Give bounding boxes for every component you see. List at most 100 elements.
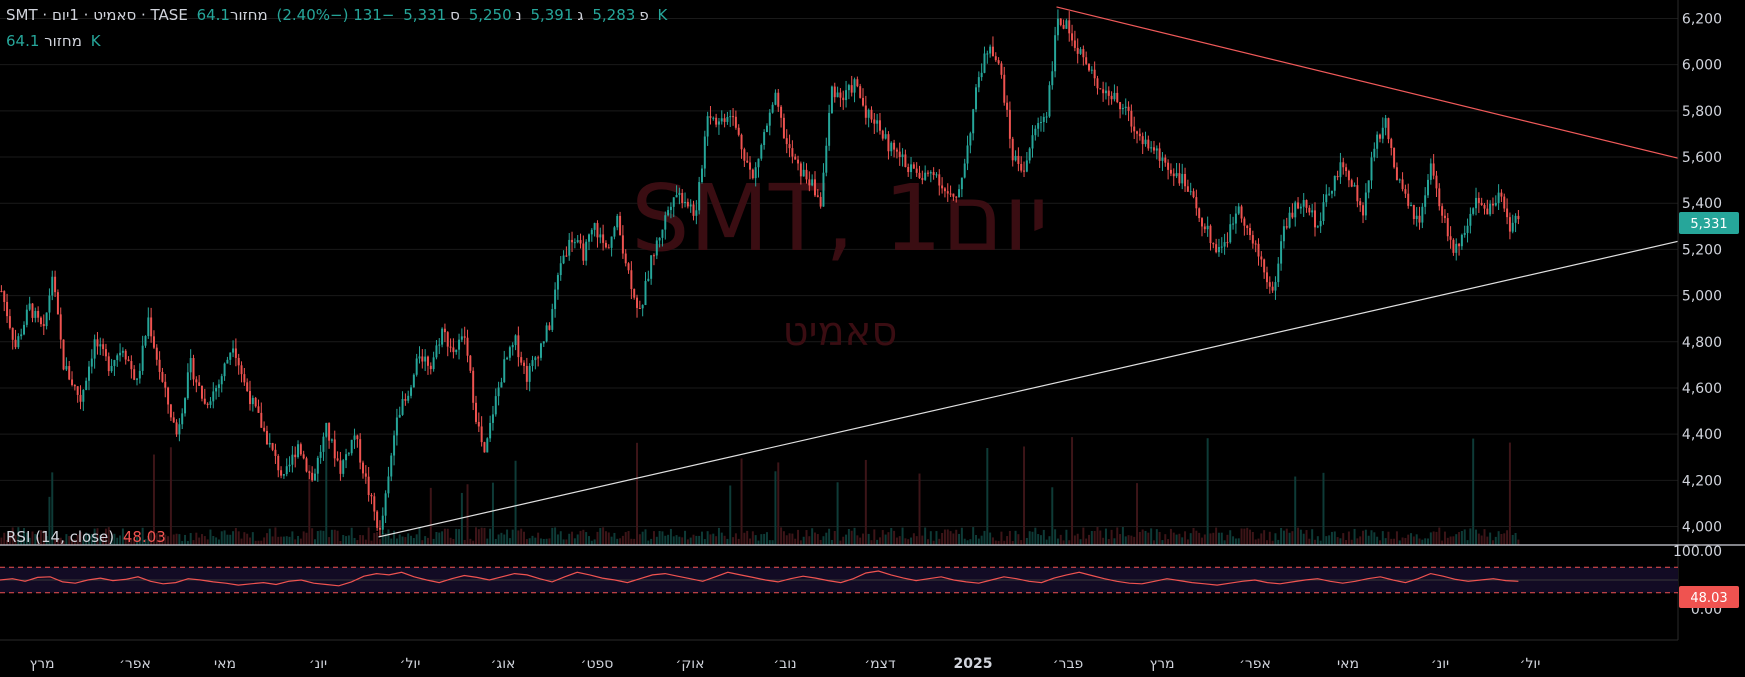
volume-bar [508,538,511,545]
volume-bar [1169,528,1172,545]
candle-body [1226,242,1229,244]
volume-bar [627,530,630,545]
volume-bar [1209,533,1212,545]
candle-body [873,119,876,124]
legend-header: SMT · סאמיט · 1יום · TASE פ5,283 ג5,391 … [6,6,671,24]
time-axis[interactable]: מרץ אפר׳ מאי יונ׳ יול׳ אוג׳ ספט׳ אוק׳ נוב׳ דצמ׳ 20… [30,656,1541,672]
volume-bar [1025,537,1028,545]
candle-body [1458,243,1461,247]
candle-body [59,314,62,340]
volume-bar [1277,539,1280,545]
volume-bar [749,538,752,545]
candle-body [305,458,308,472]
candle-body [932,172,935,176]
volume-bar [1288,532,1291,545]
volume-bar [797,529,800,545]
candle-body [65,366,68,370]
volume-bar [85,532,88,545]
volume-bar [226,534,229,545]
candle-body [172,417,175,423]
volume-bar [342,534,345,545]
candle-body [76,386,79,395]
price-axis[interactable]: 4,000 4,200 4,400 4,600 4,800 5,000 5,200 5,400… [0,0,1745,640]
candle-body [82,389,85,402]
candle-body [220,376,223,385]
volume-bar [1435,531,1438,545]
volume-bar [285,536,288,545]
price-tick-label: 6,000 [1682,58,1722,74]
candle-body [1181,173,1184,184]
candle-body [633,289,636,298]
volume-bar [856,535,859,545]
candle-body [1237,206,1240,214]
candle-body [949,193,952,195]
candle-body [571,239,574,243]
candle-body [458,339,461,350]
volume-bar [1234,538,1237,545]
volume-bar [726,538,729,545]
candle-body [910,164,913,173]
volume-bar [1359,536,1362,545]
volume-bar [698,535,701,545]
volume-bar [1071,437,1074,545]
volume-bar [912,533,915,545]
volume-bar [853,527,856,545]
time-tick-label: ספט׳ [581,656,614,672]
candle-body [1265,272,1268,283]
volume-bar [1020,540,1023,545]
candle-body [1299,206,1302,209]
candle-body [147,317,150,337]
volume-bar [890,528,893,545]
candle-body [774,92,777,105]
volume-bar [1107,539,1110,545]
candle-body [328,422,331,441]
candle-body [703,136,706,169]
volume-bar [489,528,492,545]
candle-body [1362,205,1365,216]
candle-body [198,382,201,386]
volume-bar [463,539,466,545]
volume-bar [1460,530,1463,545]
volume-bar [1297,527,1300,545]
volume-bar [805,530,808,545]
candle-body [1025,160,1028,172]
volume-bar [294,539,297,545]
volume-bar [799,540,802,545]
volume-bar [415,534,418,545]
volume-bar [1220,532,1223,545]
candle-body [1257,243,1260,257]
candle-body [1085,57,1088,64]
candle-body [294,454,297,458]
volume-bar [977,538,980,545]
candle-body [265,430,268,445]
candle-body [1412,205,1415,219]
volume-legend: מחזור 64.1 K [6,32,105,50]
candle-body [268,443,271,445]
price-tick-label: 5,000 [1682,289,1722,305]
candle-body [847,85,850,91]
candle-body [650,255,653,279]
candle-body [963,163,966,178]
volume-bar [847,529,850,545]
candle-body [556,275,559,290]
volume-bar [1506,530,1509,545]
candle-body [209,401,212,405]
candle-body [1506,208,1509,218]
volume-bar [1263,530,1266,545]
candle-body [232,348,235,353]
candle-body [1150,147,1153,149]
volume-bar [887,532,890,545]
volume-bar [28,537,31,545]
volume-bar [1381,531,1384,545]
volume-bar [1090,530,1093,545]
symbol-title[interactable]: SMT · סאמיט · 1יום · TASE [6,6,188,24]
candle-body [1056,18,1059,36]
rsi-label[interactable]: RSI (14, close) [6,528,115,546]
candle-body [616,215,619,228]
volume-bar [1147,532,1150,545]
rsi-badge-bg [1679,586,1739,608]
volume-bar [960,527,963,545]
candle-body [169,404,172,418]
trendlines[interactable] [378,6,1679,538]
candle-body [1209,225,1212,244]
